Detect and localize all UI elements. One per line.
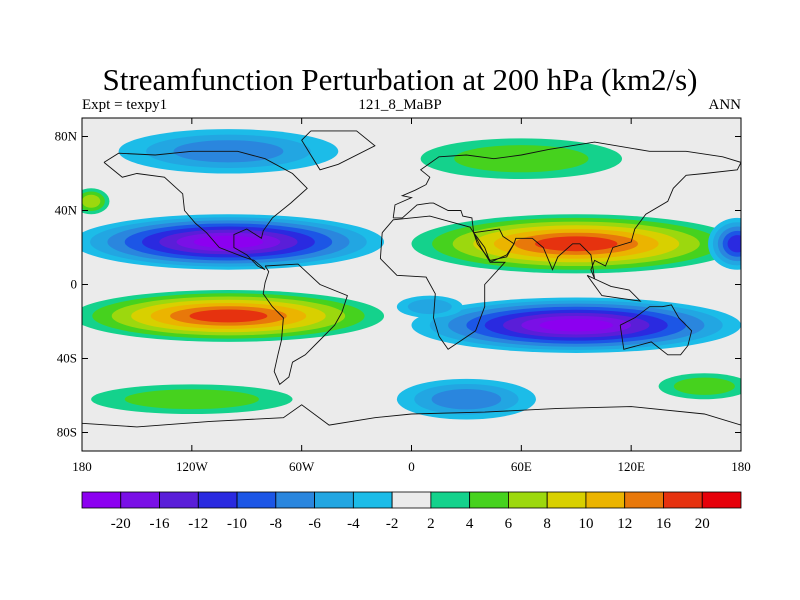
- colorbar-label: -8: [270, 516, 283, 532]
- colorbar-label: 8: [543, 516, 551, 532]
- coastline: [301, 130, 376, 171]
- contour-feature: [82, 290, 384, 342]
- lat-tick-label: 40N: [55, 203, 78, 218]
- colorbar-swatch: [275, 491, 315, 509]
- colorbar-swatch: [546, 491, 587, 509]
- lon-tick-label: 120W: [176, 459, 209, 474]
- coastline: [392, 141, 741, 280]
- contour-feature: [396, 295, 463, 318]
- contour-band: [431, 389, 502, 410]
- contour-feature: [411, 297, 741, 353]
- colorbar-swatch: [236, 491, 277, 509]
- contour-feature: [708, 217, 741, 270]
- latitude-axis: 80N 40N 0 40S 80S: [55, 129, 741, 440]
- colorbar-swatch: [624, 491, 664, 509]
- contour-feature: [658, 373, 741, 400]
- coastline: [379, 215, 506, 350]
- colorbar-label: 20: [695, 516, 710, 532]
- colorbar-label: -4: [347, 516, 360, 532]
- contour-band: [193, 235, 264, 249]
- lon-tick-label: 60W: [289, 459, 315, 474]
- contour-band: [82, 194, 101, 208]
- colorbar-label: 16: [656, 516, 672, 532]
- contour-band: [727, 235, 741, 253]
- coastline: [619, 304, 693, 356]
- lon-tick-label: 0: [408, 459, 415, 474]
- experiment-label: Expt = texpy1: [82, 97, 168, 113]
- contour-feature: [420, 138, 623, 180]
- colorbar-label: -20: [111, 516, 131, 532]
- colorbar-label: 10: [578, 516, 593, 532]
- contour-feature: [82, 188, 110, 215]
- colorbar-label: -16: [150, 516, 170, 532]
- contour-band: [539, 319, 613, 332]
- colorbar-swatch: [701, 491, 742, 509]
- season-label: ANN: [708, 97, 742, 113]
- lon-tick-label: 180: [72, 459, 92, 474]
- colorbar-swatch: [508, 491, 548, 509]
- coastline: [82, 404, 741, 428]
- contour-feature: [82, 214, 384, 270]
- colorbar-label: -2: [386, 516, 399, 532]
- contour-band: [454, 145, 589, 173]
- plot-area: [82, 118, 741, 451]
- colorbar-swatch: [197, 491, 238, 509]
- colorbar-label: 4: [466, 516, 474, 532]
- lat-tick-label: 40S: [57, 351, 77, 366]
- colorbar-label: 12: [617, 516, 632, 532]
- coastline: [473, 228, 515, 261]
- contour-band: [189, 309, 268, 323]
- colorbar-swatch: [352, 491, 393, 509]
- colorbar-label: -6: [308, 516, 321, 532]
- longitude-axis: 180 120W 60W 0 60E 120E 180: [72, 118, 751, 474]
- contour-band: [673, 377, 735, 395]
- colorbar-swatch: [81, 491, 122, 509]
- plot-title: Streamfunction Perturbation at 200 hPa (…: [102, 62, 698, 97]
- contour-band: [124, 389, 259, 410]
- colorbar-swatch: [585, 491, 626, 509]
- colorbar-swatch: [314, 491, 354, 509]
- lon-tick-label: 60E: [511, 459, 532, 474]
- coastlines: [82, 130, 741, 428]
- colorbar-swatch: [120, 491, 160, 509]
- colorbar-swatch: [430, 491, 471, 509]
- colorbar-label: -12: [188, 516, 208, 532]
- colorbar-swatch: [663, 491, 703, 509]
- contour-feature: [396, 378, 536, 420]
- coastline: [262, 263, 348, 386]
- colorbar-swatch: [469, 491, 509, 509]
- lon-tick-label: 180: [731, 459, 751, 474]
- colorbar-swatch: [391, 491, 432, 509]
- colorbar-label: 2: [427, 516, 435, 532]
- coastline: [103, 150, 308, 271]
- lat-tick-label: 80S: [57, 425, 77, 440]
- contour-feature: [91, 384, 293, 415]
- lon-tick-label: 120E: [617, 459, 645, 474]
- colorbar-swatch: [159, 491, 199, 509]
- contour-band: [407, 299, 452, 315]
- colorbar-label: -10: [227, 516, 247, 532]
- case-label: 121_8_MaBP: [358, 97, 442, 113]
- colorbar-label: 6: [505, 516, 513, 532]
- coastline: [586, 274, 642, 302]
- colorbar: -20 -16 -12 -10 -8 -6 -4 -2 2 4 6 8 10 12 16 20: [81, 491, 742, 532]
- lat-tick-label: 0: [71, 277, 78, 292]
- lat-tick-label: 80N: [55, 129, 78, 144]
